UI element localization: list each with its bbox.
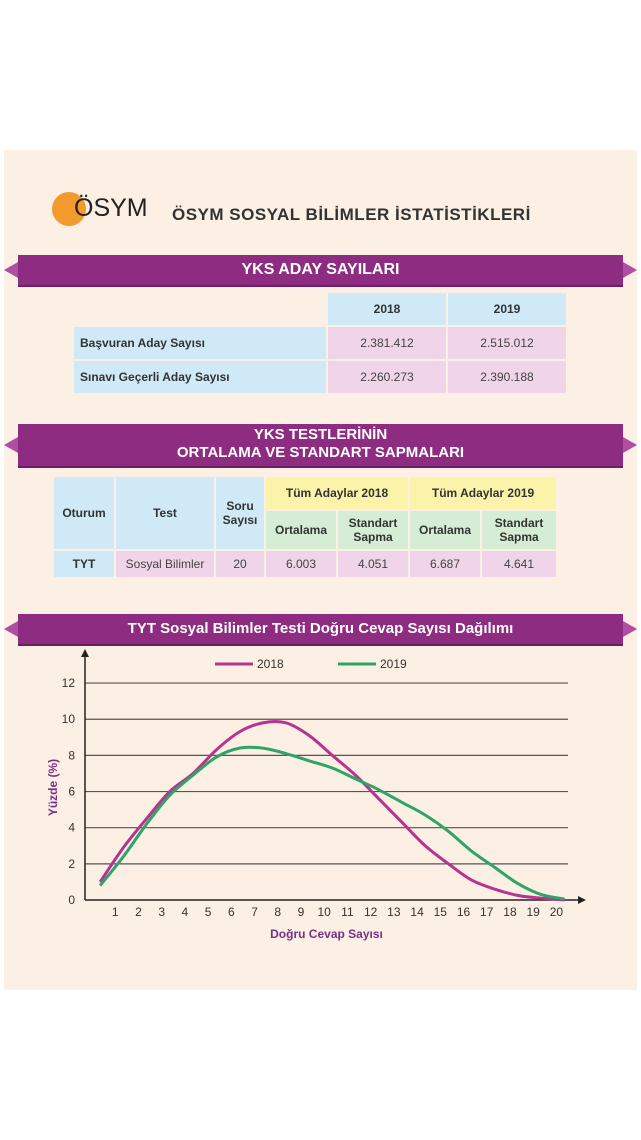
sapma-line2: Sapma	[353, 530, 393, 544]
x-tick-label: 5	[205, 905, 212, 919]
col-group-2018: Tüm Adaylar 2018	[266, 477, 408, 509]
section-title-line2: ORTALAMA VE STANDART SAPMALARI	[176, 444, 465, 461]
row-label: Sınavı Geçerli Aday Sayısı	[74, 361, 326, 393]
x-tick-label: 4	[182, 905, 189, 919]
cell-test: Sosyal Bilimler	[116, 551, 214, 577]
x-axis-arrow-icon	[578, 896, 586, 904]
cell-ort2019: 6.687	[410, 551, 480, 577]
y-tick-label: 6	[68, 785, 75, 799]
x-tick-label: 9	[298, 905, 305, 919]
col-header-oturum: Oturum	[54, 477, 114, 549]
cell-value: 2.381.412	[328, 327, 446, 359]
y-tick-label: 12	[62, 676, 76, 690]
row-label: Başvuran Aday Sayısı	[74, 327, 326, 359]
x-tick-label: 7	[251, 905, 258, 919]
x-tick-label: 3	[158, 905, 165, 919]
cell-ort2018: 6.003	[266, 551, 336, 577]
sapma-line1: Standart	[348, 516, 398, 530]
legend-label-2019: 2019	[380, 657, 407, 671]
col-header-sapma-2018: Standart Sapma	[338, 511, 408, 549]
osym-logo: ÖSYM	[52, 190, 162, 240]
y-axis-arrow-icon	[81, 649, 89, 657]
x-tick-label: 15	[434, 905, 448, 919]
col-header-soru: Soru Sayısı	[216, 477, 264, 549]
col-header-2019: 2019	[448, 293, 566, 325]
y-tick-label: 8	[68, 748, 75, 762]
x-tick-label: 14	[410, 905, 424, 919]
section-title-line1: YKS TESTLERİNİN	[253, 426, 388, 443]
x-tick-label: 11	[341, 905, 354, 919]
section-banner-dagilim: TYT Sosyal Bilimler Testi Doğru Cevap Sa…	[18, 614, 623, 644]
cell-oturum: TYT	[54, 551, 114, 577]
series-line-2019	[98, 745, 565, 901]
x-tick-label: 1	[112, 905, 119, 919]
x-tick-label: 13	[387, 905, 401, 919]
table-header-row: 2018 2019	[74, 293, 566, 325]
x-tick-label: 6	[228, 905, 235, 919]
y-tick-label: 4	[68, 821, 75, 835]
x-tick-label: 19	[526, 905, 540, 919]
section-title: TYT Sosyal Bilimler Testi Doğru Cevap Sa…	[127, 620, 514, 637]
col-header-2018: 2018	[328, 293, 446, 325]
x-tick-label: 16	[457, 905, 471, 919]
sapma-line1: Standart	[494, 516, 544, 530]
logo-circle-icon	[52, 192, 86, 226]
cell-soru: 20	[216, 551, 264, 577]
legend-label-2018: 2018	[257, 657, 284, 671]
section-banner-ortalama: YKS TESTLERİNİN ORTALAMA VE STANDART SAP…	[18, 424, 623, 466]
table-row: TYT Sosyal Bilimler 20 6.003 4.051 6.687…	[54, 551, 556, 577]
x-tick-label: 18	[503, 905, 517, 919]
sapma-line2: Sapma	[499, 530, 539, 544]
cell-std2019: 4.641	[482, 551, 556, 577]
soru-line1: Soru	[226, 499, 254, 513]
y-tick-label: 10	[62, 712, 76, 726]
col-group-2019: Tüm Adaylar 2019	[410, 477, 556, 509]
table-subheader-row: Ortalama Standart Sapma Ortalama Standar…	[54, 511, 556, 549]
col-header-sapma-2019: Standart Sapma	[482, 511, 556, 549]
soru-line2: Sayısı	[222, 513, 258, 527]
section-title: YKS ADAY SAYILARI	[241, 261, 400, 278]
y-axis-label: Yüzde (%)	[46, 759, 60, 816]
table-row: Sınavı Geçerli Aday Sayısı 2.260.273 2.3…	[74, 361, 566, 393]
y-tick-label: 2	[68, 857, 75, 871]
x-tick-label: 17	[480, 905, 494, 919]
col-header-ortalama-2018: Ortalama	[266, 511, 336, 549]
ortalama-table: Oturum Test Soru Sayısı Tüm Adaylar 2018…	[52, 475, 558, 579]
logo-text: ÖSYM	[74, 194, 148, 222]
x-axis-label: Doğru Cevap Sayısı	[270, 927, 383, 941]
cell-value: 2.390.188	[448, 361, 566, 393]
table-row: Başvuran Aday Sayısı 2.381.412 2.515.012	[74, 327, 566, 359]
y-tick-label: 0	[68, 893, 75, 907]
x-tick-label: 20	[550, 905, 564, 919]
page-title: ÖSYM SOSYAL BİLİMLER İSTATİSTİKLERİ	[172, 205, 531, 224]
col-header-test: Test	[116, 477, 214, 549]
x-tick-label: 12	[364, 905, 378, 919]
series-line-2018	[98, 719, 565, 902]
x-tick-label: 8	[274, 905, 281, 919]
cell-value: 2.515.012	[448, 327, 566, 359]
section-banner-aday-sayilari: YKS ADAY SAYILARI	[18, 255, 623, 285]
cell-std2018: 4.051	[338, 551, 408, 577]
table-header-row: Oturum Test Soru Sayısı Tüm Adaylar 2018…	[54, 477, 556, 549]
col-header-ortalama-2019: Ortalama	[410, 511, 480, 549]
x-tick-label: 2	[135, 905, 142, 919]
cell-value: 2.260.273	[328, 361, 446, 393]
x-tick-label: 10	[318, 905, 332, 919]
aday-sayilari-table: 2018 2019 Başvuran Aday Sayısı 2.381.412…	[72, 291, 568, 395]
